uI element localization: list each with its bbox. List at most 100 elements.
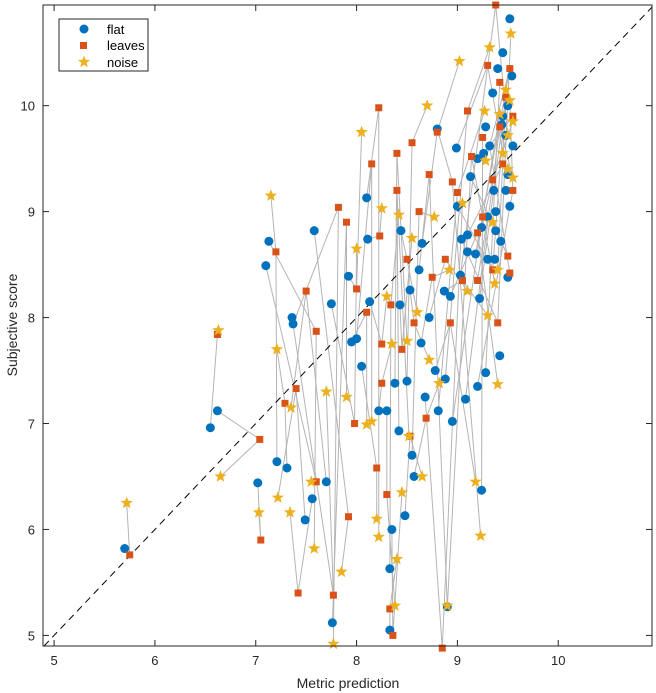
y-tick-label: 9 [28, 205, 35, 220]
leaves-point [499, 160, 507, 168]
leaves-point [484, 61, 492, 69]
noise-point [385, 337, 398, 350]
leaves-point [375, 104, 383, 112]
flat-point [481, 122, 491, 132]
leaves-point [386, 605, 394, 613]
axis-ticks: 5 6 7 8 9 10 5 6 7 8 9 10 [21, 5, 652, 668]
data-points [120, 1, 519, 652]
noise-point [120, 496, 133, 509]
leaves-point [272, 248, 280, 256]
flat-point [473, 381, 483, 391]
noise-point [501, 128, 514, 141]
noise-point [380, 289, 393, 302]
leaves-point [438, 644, 446, 652]
flat-point [282, 463, 292, 473]
flat-point [475, 293, 485, 303]
x-tick-label: 7 [252, 653, 259, 668]
connector-line [217, 410, 261, 477]
flat-point [490, 254, 500, 264]
leaves-point [453, 189, 461, 197]
noise-point [501, 162, 514, 175]
flat-point [416, 338, 426, 348]
x-tick-label: 6 [151, 653, 158, 668]
leaves-point [474, 276, 482, 284]
noise-point [499, 83, 512, 95]
connector-line [265, 265, 317, 483]
leaves-point [494, 319, 502, 327]
noise-point [370, 512, 383, 525]
leaves-point [489, 176, 497, 184]
y-axis-label: Subjective score [4, 273, 20, 376]
leaves-point [474, 229, 482, 237]
flat-point [374, 406, 384, 416]
flat-point [385, 564, 395, 574]
leaves-point [509, 186, 517, 194]
flat-point [272, 457, 282, 467]
flat-point [362, 193, 372, 203]
leaves-point [408, 139, 416, 147]
noise-point [506, 115, 519, 127]
leaves-point [334, 203, 342, 211]
leaves-point [256, 435, 264, 443]
leaves-point [213, 331, 221, 339]
leaves-point [422, 414, 430, 422]
noise-point [453, 54, 466, 67]
leaves-point [441, 255, 449, 263]
leaves-point [389, 631, 397, 639]
noise-point [372, 530, 385, 543]
flat-point [433, 406, 443, 416]
leaves-point [425, 171, 433, 179]
flat-point [417, 238, 427, 248]
noise-point [503, 93, 516, 106]
leaves-point [458, 276, 466, 284]
noise-point [428, 210, 441, 223]
flat-point [498, 48, 508, 58]
flat-point [396, 226, 406, 236]
flat-point [326, 299, 336, 309]
flat-point [205, 423, 215, 433]
leaves-point [393, 149, 401, 157]
noise-point [415, 470, 429, 482]
noise-point [308, 542, 321, 554]
leaves-point [126, 551, 134, 559]
flat-point [452, 201, 462, 211]
leaves-point [468, 153, 476, 161]
noise-point [264, 189, 278, 201]
connector-line [331, 222, 347, 623]
leaves-point [506, 65, 514, 73]
connector-line [348, 132, 363, 291]
noise-point [483, 40, 496, 53]
leaves-point [504, 252, 512, 260]
x-tick-label: 5 [50, 653, 57, 668]
leaves-point [415, 208, 423, 216]
flat-point [447, 416, 457, 426]
noise-point [271, 491, 285, 503]
flat-point [505, 201, 515, 211]
flat-point [407, 450, 417, 460]
leaves-point [393, 186, 401, 194]
flat-point [471, 249, 481, 259]
leaves-point [378, 340, 386, 348]
noise-point [212, 323, 225, 336]
connector-lines [124, 4, 514, 649]
flat-point [212, 406, 222, 416]
connector-line [489, 145, 511, 274]
flat-point [466, 172, 476, 182]
noise-point [488, 277, 501, 289]
flat-point [120, 544, 130, 554]
leaves-point [368, 160, 376, 168]
flat-point [473, 154, 483, 164]
leaves-point [257, 536, 265, 544]
flat-point [508, 141, 518, 151]
leaves-point [342, 218, 350, 226]
flat-point [493, 64, 503, 74]
noise-point [350, 242, 363, 254]
leaves-point [506, 269, 514, 277]
x-tick-label: 10 [551, 653, 565, 668]
connector-line [270, 195, 278, 462]
noise-point [402, 429, 416, 442]
noise-point [355, 125, 368, 138]
flat-point [439, 286, 449, 296]
flat-point [344, 271, 354, 281]
